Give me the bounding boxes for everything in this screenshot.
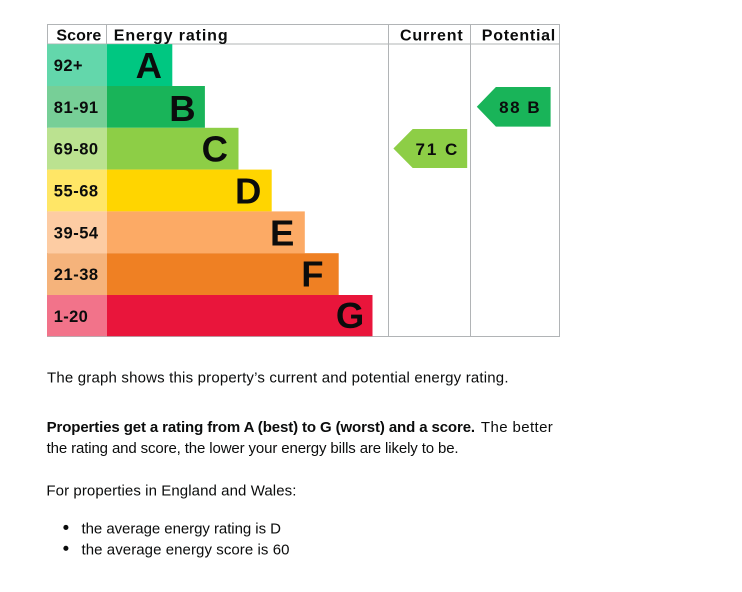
svg-text:B: B bbox=[169, 88, 195, 129]
svg-text:G: G bbox=[336, 295, 364, 336]
svg-text:the average energy score is 60: the average energy score is 60 bbox=[82, 541, 290, 558]
svg-text:the rating and score, the lowe: the rating and score, the lower your ene… bbox=[47, 440, 459, 457]
svg-text:D: D bbox=[235, 171, 261, 212]
svg-text:A: A bbox=[136, 45, 162, 86]
svg-text:88 B: 88 B bbox=[499, 98, 540, 117]
svg-text:E: E bbox=[270, 212, 294, 253]
svg-text:For properties in England and: For properties in England and Wales: bbox=[46, 482, 296, 499]
svg-text:Properties get a rating from A: Properties get a rating from A (best) to… bbox=[47, 419, 476, 436]
svg-text:The better: The better bbox=[481, 419, 553, 436]
svg-text:Score: Score bbox=[56, 28, 101, 45]
svg-text:Energy rating: Energy rating bbox=[114, 28, 228, 45]
svg-text:81-91: 81-91 bbox=[54, 99, 98, 117]
svg-text:55-68: 55-68 bbox=[54, 183, 98, 201]
svg-text:the average energy rating is D: the average energy rating is D bbox=[82, 521, 282, 538]
svg-text:21-38: 21-38 bbox=[54, 266, 98, 284]
svg-text:92+: 92+ bbox=[54, 57, 83, 75]
svg-text:The graph shows this property’: The graph shows this property’s current … bbox=[47, 370, 509, 387]
svg-text:39-54: 39-54 bbox=[54, 224, 99, 242]
svg-text:C: C bbox=[202, 129, 228, 170]
svg-text:F: F bbox=[301, 254, 323, 295]
svg-text:71 C: 71 C bbox=[416, 140, 458, 159]
svg-text:Current: Current bbox=[400, 28, 463, 45]
svg-text:69-80: 69-80 bbox=[54, 141, 98, 159]
svg-text:1-20: 1-20 bbox=[54, 308, 88, 326]
svg-text:Potential: Potential bbox=[482, 28, 555, 45]
